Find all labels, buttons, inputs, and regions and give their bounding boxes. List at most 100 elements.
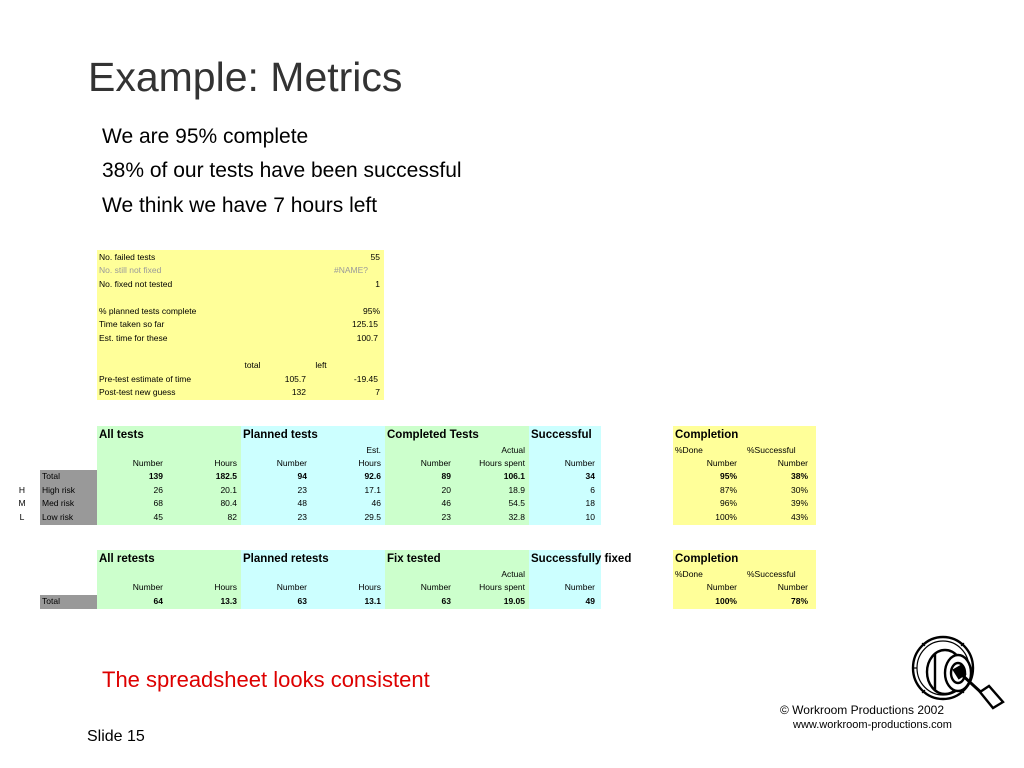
sub-successful: %Successful bbox=[745, 568, 816, 582]
header-successful: Successful bbox=[529, 426, 601, 444]
sub2-hours: Hours bbox=[313, 457, 385, 471]
sub-blank bbox=[529, 568, 601, 582]
retest-planned-hours: 13.1 bbox=[313, 595, 385, 609]
high-planned-number: 23 bbox=[241, 484, 313, 498]
header-completed-tests: Completed Tests bbox=[385, 426, 529, 444]
high-done-pct: 87% bbox=[673, 484, 745, 498]
med-planned-hours: 46 bbox=[313, 497, 385, 511]
header-completion: Completion bbox=[673, 426, 816, 444]
low-all-hours: 82 bbox=[169, 511, 241, 525]
sub2-number: Number bbox=[529, 581, 601, 595]
retest-fixed-number: 63 bbox=[385, 595, 457, 609]
med-done-pct: 96% bbox=[673, 497, 745, 511]
row-label-high: High risk bbox=[40, 484, 97, 498]
est-label: Est. time for these bbox=[99, 333, 168, 343]
total-completed-number: 89 bbox=[385, 470, 457, 484]
pre-left: -19.45 bbox=[353, 374, 378, 384]
slide-number: Slide 15 bbox=[87, 728, 145, 745]
sub2-number: Number bbox=[97, 581, 169, 595]
med-successful-number: 18 bbox=[529, 497, 601, 511]
row-label-total: Total bbox=[40, 595, 97, 609]
col-total-label: total bbox=[244, 360, 261, 370]
row-label-med: Med risk bbox=[40, 497, 97, 511]
bullet-successful: 38% of our tests have been successful bbox=[102, 159, 462, 182]
sub2-number: Number bbox=[241, 457, 313, 471]
sub2-hours: Hours bbox=[169, 581, 241, 595]
low-planned-number: 23 bbox=[241, 511, 313, 525]
sub-blank bbox=[529, 444, 601, 458]
med-completed-hours: 54.5 bbox=[457, 497, 529, 511]
high-completed-hours: 18.9 bbox=[457, 484, 529, 498]
est-value: 100.7 bbox=[356, 333, 378, 343]
sub-actual: Actual bbox=[385, 444, 529, 458]
website: www.workroom-productions.com bbox=[793, 719, 952, 731]
sub2-number: Number bbox=[385, 457, 457, 471]
fixed-label: No. fixed not tested bbox=[99, 279, 173, 289]
retest-done-pct: 100% bbox=[673, 595, 745, 609]
low-done-pct: 100% bbox=[673, 511, 745, 525]
high-all-hours: 20.1 bbox=[169, 484, 241, 498]
sub2-hours-spent: Hours spent bbox=[457, 457, 529, 471]
planned-label: % planned tests complete bbox=[99, 306, 197, 316]
sub2-hours: Hours bbox=[169, 457, 241, 471]
med-planned-number: 48 bbox=[241, 497, 313, 511]
low-success-pct: 43% bbox=[745, 511, 816, 525]
sub-est: Est. bbox=[241, 444, 385, 458]
copyright: © Workroom Productions 2002 bbox=[780, 703, 945, 717]
low-completed-hours: 32.8 bbox=[457, 511, 529, 525]
retest-success-pct: 78% bbox=[745, 595, 816, 609]
med-all-hours: 80.4 bbox=[169, 497, 241, 511]
total-success-pct: 38% bbox=[745, 470, 816, 484]
sub2-number: Number bbox=[241, 581, 313, 595]
post-total: 132 bbox=[291, 387, 306, 397]
low-completed-number: 23 bbox=[385, 511, 457, 525]
row-label-low: Low risk bbox=[40, 511, 97, 525]
sub-blank bbox=[97, 444, 241, 458]
retest-all-hours: 13.3 bbox=[169, 595, 241, 609]
failed-value: 55 bbox=[370, 252, 380, 262]
still-label: No. still not fixed bbox=[99, 265, 162, 275]
header-planned-tests: Planned tests bbox=[241, 426, 385, 444]
total-all-hours: 182.5 bbox=[169, 470, 241, 484]
high-all-number: 26 bbox=[97, 484, 169, 498]
sub-actual: Actual bbox=[385, 568, 529, 582]
still-value: #NAME? bbox=[333, 265, 368, 275]
retest-fixed-hours: 19.05 bbox=[457, 595, 529, 609]
planned-value: 95% bbox=[362, 306, 380, 316]
header-completion-retests: Completion bbox=[673, 550, 816, 568]
med-all-number: 68 bbox=[97, 497, 169, 511]
header-all-retests: All retests bbox=[97, 550, 241, 568]
total-done-pct: 95% bbox=[673, 470, 745, 484]
med-completed-number: 46 bbox=[385, 497, 457, 511]
sub2-number: Number bbox=[97, 457, 169, 471]
row-code-high: H bbox=[18, 485, 26, 495]
bullet-complete: We are 95% complete bbox=[102, 125, 309, 148]
sub2-number: Number bbox=[745, 457, 816, 471]
sub2-number: Number bbox=[673, 457, 745, 471]
retest-all-number: 64 bbox=[97, 595, 169, 609]
total-planned-number: 94 bbox=[241, 470, 313, 484]
pre-label: Pre-test estimate of time bbox=[99, 374, 192, 384]
row-code-low: L bbox=[19, 512, 25, 522]
header-all-tests: All tests bbox=[97, 426, 241, 444]
sub-blank bbox=[97, 568, 241, 582]
col-left-label: left bbox=[315, 360, 327, 370]
retest-planned-number: 63 bbox=[241, 595, 313, 609]
time-label: Time taken so far bbox=[99, 319, 165, 329]
row-code-med: M bbox=[18, 498, 26, 508]
total-completed-hours: 106.1 bbox=[457, 470, 529, 484]
sub-successful: %Successful bbox=[745, 444, 816, 458]
failed-label: No. failed tests bbox=[99, 252, 156, 262]
slide-title: Example: Metrics bbox=[88, 54, 403, 100]
total-planned-hours: 92.6 bbox=[313, 470, 385, 484]
row-label-total: Total bbox=[40, 470, 97, 484]
sub-done: %Done bbox=[673, 444, 745, 458]
fixed-value: 1 bbox=[375, 279, 380, 289]
post-left: 7 bbox=[375, 387, 380, 397]
bullet-hours-left: We think we have 7 hours left bbox=[102, 194, 378, 217]
summary-background bbox=[97, 250, 384, 400]
total-all-number: 139 bbox=[97, 470, 169, 484]
header-fix-tested: Fix tested bbox=[385, 550, 529, 568]
high-successful-number: 6 bbox=[529, 484, 601, 498]
logo-icon bbox=[911, 635, 1005, 710]
